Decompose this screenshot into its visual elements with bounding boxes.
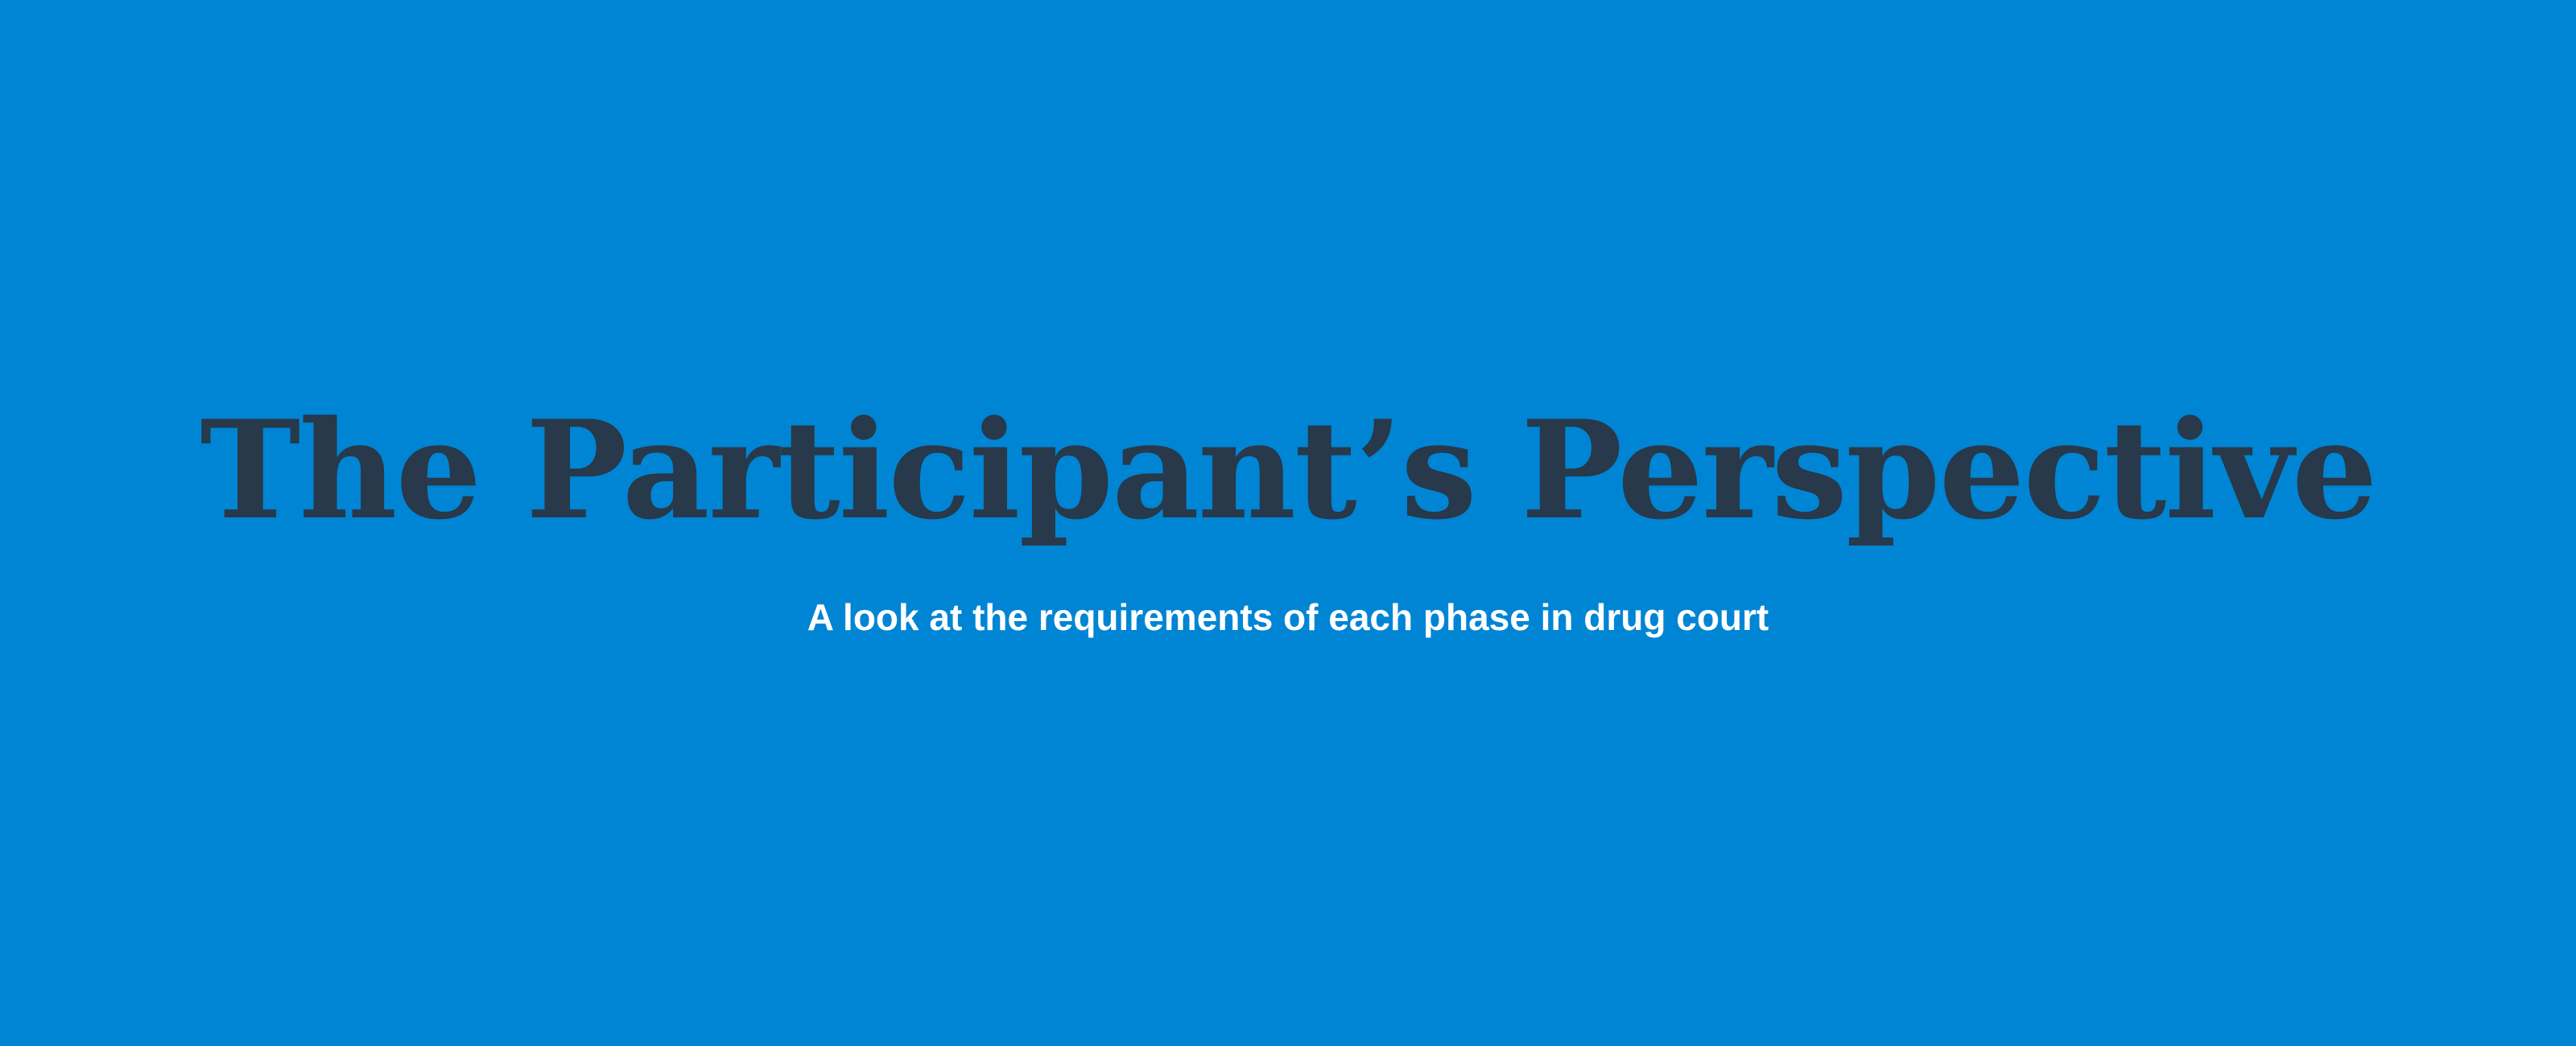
page-title: The Participant’s Perspective xyxy=(200,390,2377,550)
page-subtitle: A look at the requirements of each phase… xyxy=(807,596,1769,638)
